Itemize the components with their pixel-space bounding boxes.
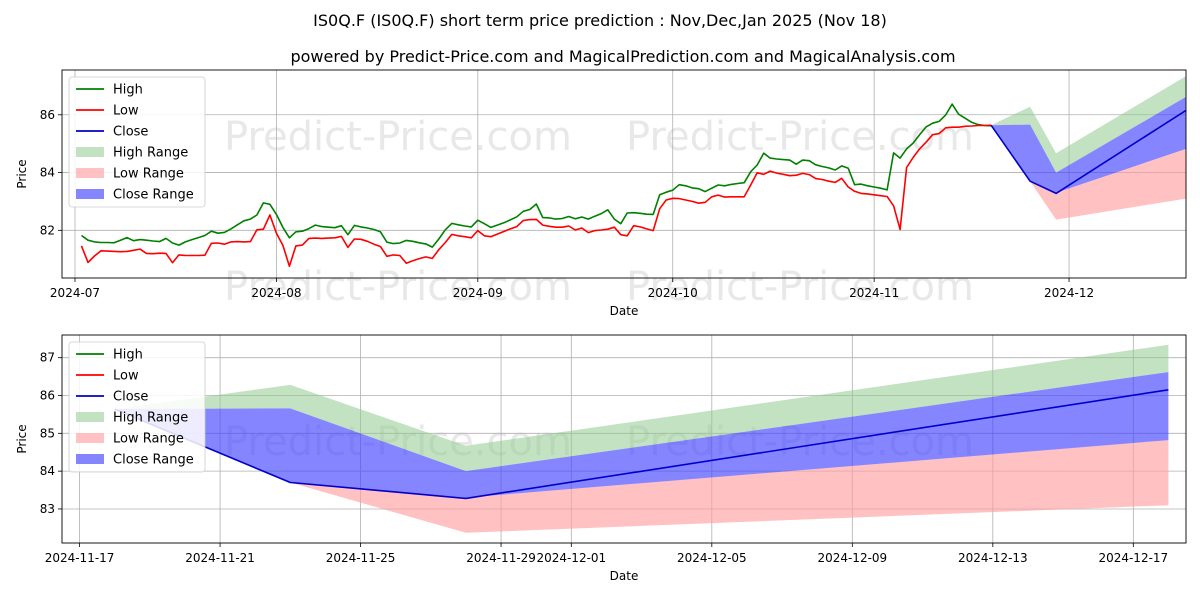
axes-frame <box>61 69 1187 279</box>
x-tick-label: 2024-09 <box>453 286 503 300</box>
legend-label: Low <box>113 104 139 119</box>
x-tick-label: 2024-08 <box>251 286 301 300</box>
x-tick-label: 2024-11-29 <box>466 551 536 565</box>
y-axis-label: Price <box>15 159 29 188</box>
close-line <box>990 109 1186 195</box>
y-tick-label: 83 <box>40 502 55 516</box>
x-tick-label: 2024-12-09 <box>817 551 887 565</box>
legend-label: High Range <box>113 411 188 426</box>
x-tick-label: 2024-12 <box>1044 286 1094 300</box>
watermark-text: Predict-Price.com <box>626 114 974 160</box>
low-range-band <box>991 125 1186 220</box>
y-axis-label: Price <box>15 424 29 453</box>
bottom-chart: Predict-Price.comPredict-Price.com2024-1… <box>15 334 1187 583</box>
high-range-band <box>114 344 1169 472</box>
plot-area <box>80 76 1186 268</box>
close-range-band <box>114 372 1169 498</box>
plot-area <box>114 344 1169 533</box>
legend-label: Low <box>113 369 139 384</box>
legend-label: High Range <box>113 146 188 161</box>
x-tick-label: 2024-11-25 <box>326 551 396 565</box>
y-tick-label: 85 <box>40 426 55 440</box>
x-axis-label: Date <box>610 569 639 583</box>
watermark-text: Predict-Price.com <box>224 114 572 160</box>
close-range-band <box>991 96 1186 193</box>
legend-swatch <box>76 168 104 178</box>
legend-label: Close Range <box>113 453 194 468</box>
legend-swatch <box>76 412 104 422</box>
legend-label: High <box>113 348 143 363</box>
legend-label: Close <box>113 390 148 405</box>
legend: High Low Close High Range Low Range Close Ran… <box>68 76 206 208</box>
chart-title: IS0Q.F (IS0Q.F) short term price predict… <box>313 11 887 30</box>
legend-label: Low Range <box>113 167 184 182</box>
legend-swatch <box>76 147 104 157</box>
x-axis-label: Date <box>610 304 639 318</box>
legend-label: Close <box>113 125 148 140</box>
legend-label: Low Range <box>113 432 184 447</box>
x-tick-label: 2024-11 <box>849 286 899 300</box>
high-line <box>81 103 992 248</box>
legend-label: Close Range <box>113 188 194 203</box>
x-tick-label: 2024-12-17 <box>1098 551 1168 565</box>
x-tick-label: 2024-12-05 <box>677 551 747 565</box>
x-tick-label: 2024-11-21 <box>185 551 255 565</box>
watermark-text: Predict-Price.com <box>626 264 974 310</box>
y-tick-label: 82 <box>40 223 55 237</box>
y-tick-label: 84 <box>40 166 55 180</box>
top-chart: Predict-Price.com Predict-Price.com Predic… <box>15 69 1187 318</box>
low-line <box>80 124 992 268</box>
x-tick-label: 2024-12-01 <box>536 551 606 565</box>
axes-frame <box>61 334 1187 544</box>
low-range-band <box>114 409 1169 533</box>
legend: High Low Close High Range Low Range Close Ran… <box>68 341 206 473</box>
watermark-text: Predict-Price.com <box>224 264 572 310</box>
chart-subtitle: powered by Predict-Price.com and Magical… <box>290 47 955 66</box>
x-tick-label: 2024-10 <box>648 286 698 300</box>
y-tick-label: 84 <box>40 464 55 478</box>
legend-swatch <box>76 189 104 199</box>
y-tick-label: 87 <box>40 351 55 365</box>
legend-swatch <box>76 433 104 443</box>
legend-swatch <box>76 454 104 464</box>
x-tick-label: 2024-07 <box>50 286 100 300</box>
x-tick-label: 2024-12-13 <box>958 551 1028 565</box>
legend-label: High <box>113 83 143 98</box>
y-tick-label: 86 <box>40 389 55 403</box>
high-range-band <box>991 76 1186 173</box>
y-tick-label: 86 <box>40 108 55 122</box>
x-tick-label: 2024-11-17 <box>45 551 115 565</box>
